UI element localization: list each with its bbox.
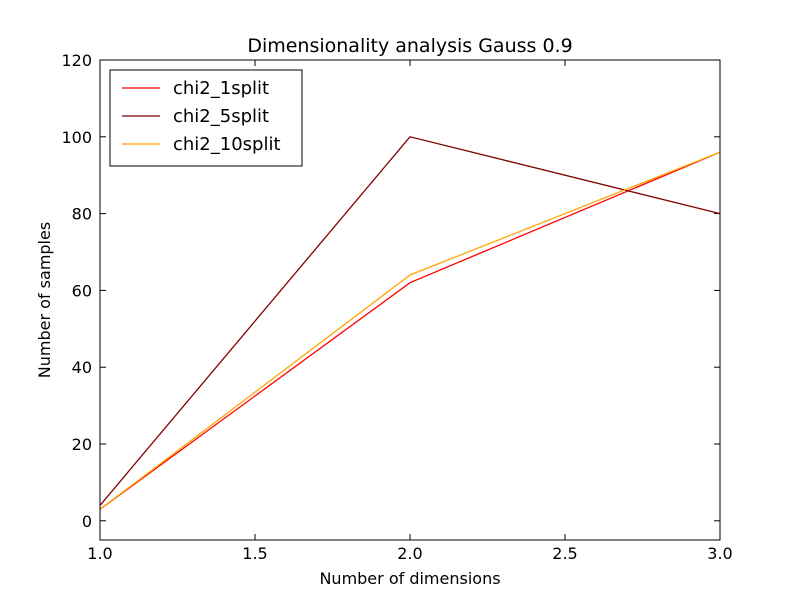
y-tick-label: 80: [72, 205, 92, 224]
series-line-chi2_10split: [99, 151, 721, 510]
series-line-chi2_5split: [99, 136, 721, 506]
y-tick-label: 60: [72, 281, 92, 300]
chart-title: Dimensionality analysis Gauss 0.9: [247, 35, 572, 57]
y-tick-label: 0: [82, 512, 92, 531]
tick-labels: 1.0 1.5 2.0 2.5 3.0 0 20 40 60 80 100 120: [61, 51, 732, 563]
legend: chi2_1split chi2_5split chi2_10split: [109, 69, 303, 167]
x-tick-label: 1.0: [87, 544, 112, 563]
series-lines: [99, 136, 721, 510]
x-tick-label: 2.5: [552, 544, 577, 563]
x-tick-label: 3.0: [707, 544, 732, 563]
y-tick-label: 100: [61, 128, 92, 147]
y-tick-label: 40: [72, 358, 92, 377]
legend-box: [109, 69, 303, 167]
plot-frame: [99, 59, 721, 541]
series-line-chi2_1split: [99, 151, 721, 510]
legend-label-chi2_10split: chi2_10split: [173, 134, 281, 155]
x-tick-label: 2.0: [397, 544, 422, 563]
y-tick-label: 120: [61, 51, 92, 70]
x-tick-label: 1.5: [242, 544, 267, 563]
y-tick-label: 20: [72, 435, 92, 454]
legend-label-chi2_1split: chi2_1split: [173, 78, 269, 99]
x-axis-label: Number of dimensions: [319, 569, 500, 588]
y-axis-label: Number of samples: [35, 222, 54, 378]
legend-label-chi2_5split: chi2_5split: [173, 106, 269, 127]
